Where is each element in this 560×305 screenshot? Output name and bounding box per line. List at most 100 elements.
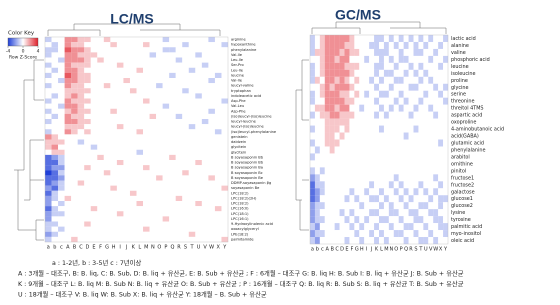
heatmap-cell bbox=[408, 118, 414, 126]
heatmap-cell bbox=[208, 201, 215, 207]
heatmap-cell bbox=[344, 83, 350, 91]
heatmap-cell bbox=[433, 104, 439, 112]
heatmap-cell bbox=[129, 211, 137, 217]
heatmap-cell bbox=[71, 236, 78, 243]
heatmap-cell bbox=[334, 160, 340, 168]
heatmap-cell bbox=[129, 139, 137, 145]
heatmap-cell bbox=[97, 52, 104, 58]
heatmap-cell bbox=[123, 108, 131, 114]
heatmap-cell bbox=[169, 78, 176, 84]
heatmap-cell bbox=[64, 195, 72, 202]
heatmap-cell bbox=[433, 118, 439, 126]
row-label: threitol 4TMS bbox=[451, 106, 484, 112]
heatmap-cell bbox=[423, 90, 429, 98]
heatmap-cell bbox=[149, 216, 157, 222]
heatmap-cell bbox=[364, 83, 370, 91]
heatmap-cell bbox=[175, 139, 183, 145]
heatmap-cell bbox=[214, 211, 222, 217]
heatmap-cell bbox=[116, 165, 124, 171]
heatmap-cell bbox=[188, 170, 196, 176]
row-label: DDMP-soyasaponin βg bbox=[231, 181, 271, 185]
heatmap-cell bbox=[90, 236, 98, 243]
heatmap-cell bbox=[374, 111, 380, 119]
heatmap-cell bbox=[64, 62, 72, 68]
heatmap-cell bbox=[324, 97, 330, 105]
column-label: W bbox=[433, 247, 438, 253]
heatmap-cell bbox=[64, 206, 72, 212]
heatmap-cell bbox=[123, 47, 131, 53]
row-label: leucyl-valine bbox=[231, 84, 254, 88]
heatmap-cell bbox=[90, 78, 98, 84]
heatmap-cell bbox=[175, 129, 183, 135]
column-label: O bbox=[394, 247, 398, 253]
heatmap-cell bbox=[324, 216, 330, 224]
heatmap-cell bbox=[383, 153, 389, 161]
heatmap-cell bbox=[423, 139, 429, 147]
heatmap-cell bbox=[339, 111, 345, 119]
heatmap-cell bbox=[64, 211, 72, 217]
heatmap-cell bbox=[188, 139, 196, 145]
heatmap-cell bbox=[403, 104, 409, 112]
heatmap-cell bbox=[379, 146, 384, 154]
heatmap-cell bbox=[339, 146, 345, 154]
heatmap-cell bbox=[443, 48, 449, 56]
heatmap-cell bbox=[383, 118, 389, 126]
heatmap-cell bbox=[408, 69, 414, 77]
heatmap-cell bbox=[359, 62, 365, 70]
heatmap-cell bbox=[103, 180, 111, 186]
heatmap-cell bbox=[182, 42, 189, 48]
heatmap-cell bbox=[143, 67, 150, 73]
heatmap-cell bbox=[310, 69, 315, 77]
heatmap-cell bbox=[175, 221, 183, 227]
heatmap-cell bbox=[129, 78, 137, 84]
heatmap-cell bbox=[359, 48, 365, 56]
heatmap-cell bbox=[428, 125, 434, 133]
heatmap-cell bbox=[418, 104, 424, 112]
heatmap-cell bbox=[408, 209, 414, 217]
heatmap-cell bbox=[97, 119, 104, 125]
heatmap-cell bbox=[329, 111, 335, 119]
heatmap-cell bbox=[433, 188, 439, 196]
heatmap-cell bbox=[393, 69, 399, 77]
heatmap-cell bbox=[201, 216, 209, 222]
heatmap-cell bbox=[58, 62, 65, 68]
heatmap-cell bbox=[349, 125, 355, 133]
heatmap-cell bbox=[344, 35, 350, 43]
heatmap-cell bbox=[201, 236, 209, 243]
heatmap-cell bbox=[103, 78, 111, 84]
heatmap-cell bbox=[324, 174, 330, 182]
heatmap-cell bbox=[77, 170, 85, 176]
heatmap-cell bbox=[221, 72, 229, 79]
heatmap-cell bbox=[116, 236, 124, 243]
heatmap-cell bbox=[393, 104, 399, 112]
heatmap-cell bbox=[388, 55, 394, 63]
heatmap-cell bbox=[84, 93, 91, 99]
heatmap-cell bbox=[388, 195, 394, 203]
heatmap-cell bbox=[443, 55, 449, 63]
heatmap-cell bbox=[339, 167, 345, 175]
heatmap-cell bbox=[398, 48, 404, 56]
heatmap-cell bbox=[143, 185, 150, 191]
heatmap-cell bbox=[84, 154, 91, 161]
heatmap-cell bbox=[339, 97, 345, 105]
heatmap-cell bbox=[123, 175, 131, 181]
heatmap-cell bbox=[310, 90, 315, 98]
heatmap-cell bbox=[324, 111, 330, 119]
heatmap-cell bbox=[58, 93, 65, 99]
heatmap-cell bbox=[182, 180, 189, 186]
heatmap-cell bbox=[349, 139, 355, 147]
heatmap-cell bbox=[182, 37, 189, 43]
heatmap-cell bbox=[51, 201, 59, 207]
heatmap-cell bbox=[156, 211, 163, 217]
heatmap-cell bbox=[359, 195, 365, 203]
heatmap-cell bbox=[201, 185, 209, 191]
heatmap-cell bbox=[364, 111, 370, 119]
heatmap-cell bbox=[201, 144, 209, 150]
heatmap-cell bbox=[136, 72, 144, 79]
heatmap-cell bbox=[418, 125, 424, 133]
heatmap-cell bbox=[443, 160, 449, 168]
heatmap-cell bbox=[58, 170, 65, 176]
heatmap-cell bbox=[45, 170, 52, 176]
heatmap-cell bbox=[195, 47, 202, 53]
heatmap-cell bbox=[339, 90, 345, 98]
